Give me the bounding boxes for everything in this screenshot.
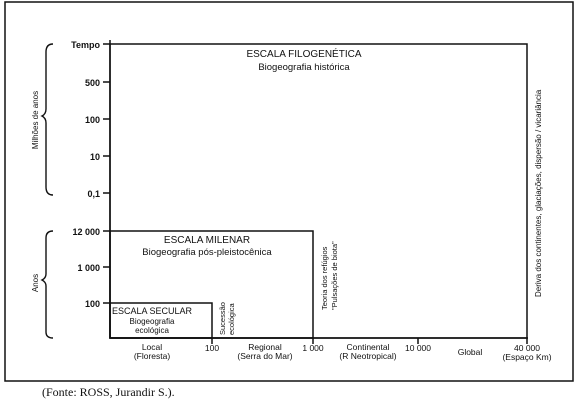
x-label-continental: Continental <box>346 342 389 352</box>
source-caption: (Fonte: ROSS, Jurandir S.). <box>42 385 175 399</box>
x-label-10000: 10 000 <box>405 343 431 353</box>
y-label-10: 10 <box>90 152 100 162</box>
escala-secular-box <box>109 302 213 339</box>
outer-frame <box>4 1 574 382</box>
refugios-line1: Teoria dos refúgios <box>320 246 329 310</box>
y-label-0-1: 0,1 <box>87 189 100 199</box>
group-label-millions: Milhões de anos <box>31 91 40 149</box>
escala-filogenetica-box <box>109 43 528 339</box>
deriva-note: Deriva dos continentes, glaciações, disp… <box>534 89 543 297</box>
filogenetica-title: ESCALA FILOGENÉTICA <box>246 47 361 60</box>
sucessao-line2: ecológica <box>227 302 236 335</box>
secular-subtitle-line1: Biogeografia <box>130 317 175 326</box>
milenar-title: ESCALA MILENAR <box>164 235 250 246</box>
y-axis-ticks <box>103 43 110 304</box>
x-label-local: Local <box>142 342 162 352</box>
secular-subtitle-line2: ecológica <box>135 326 169 335</box>
x-label-100: 100 <box>205 343 219 353</box>
x-label-1000: 1 000 <box>302 343 324 353</box>
y-label-500: 500 <box>85 78 100 88</box>
x-label-regional-sub: (Serra do Mar) <box>237 351 292 361</box>
x-axis-ticks <box>211 338 528 344</box>
milenar-subtitle: Biogeografia pós-pleistocênica <box>142 247 272 258</box>
millions-bracket <box>40 43 54 196</box>
x-label-global: Global <box>458 347 483 357</box>
y-label-100-million: 100 <box>85 115 100 125</box>
y-label-100-years: 100 <box>85 299 100 309</box>
sucessao-line1: Sucessão <box>218 302 227 335</box>
x-label-40000: 40 000 <box>514 343 540 353</box>
filogenetica-subtitle: Biogeografia histórica <box>258 62 350 73</box>
x-label-local-sub: (Floresta) <box>134 351 171 361</box>
secular-title: ESCALA SECULAR <box>112 306 193 316</box>
years-bracket <box>40 230 54 339</box>
y-label-1000: 1 000 <box>77 263 100 273</box>
refugios-line2: "Pulsações de biota" <box>330 241 339 310</box>
group-label-years: Anos <box>31 274 40 292</box>
x-label-continental-sub: (R Neotropical) <box>339 351 396 361</box>
y-label-tempo: Tempo <box>71 40 100 50</box>
x-label-40000-sub: (Espaço Km) <box>502 352 551 362</box>
y-label-12000: 12 000 <box>72 227 100 237</box>
x-label-regional: Regional <box>248 342 282 352</box>
